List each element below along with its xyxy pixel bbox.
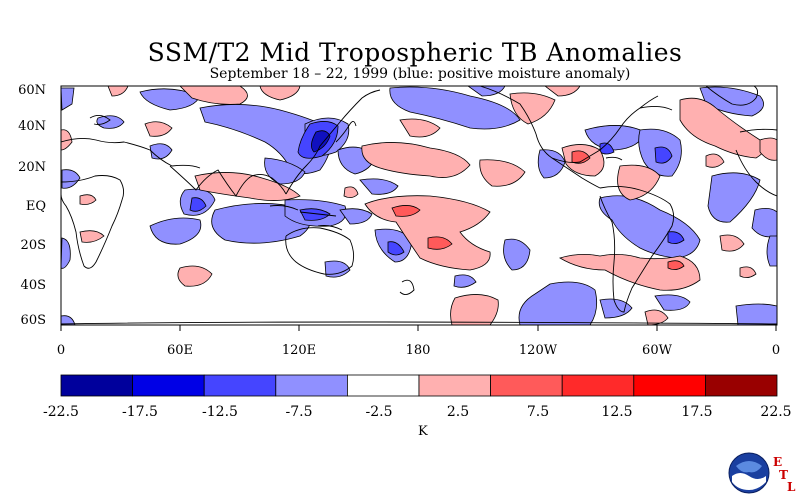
colorbar-swatch bbox=[561, 374, 635, 397]
lat-label-60n: 60N bbox=[18, 83, 46, 98]
etl-letter-l: L bbox=[787, 480, 796, 494]
lon-label-0-east: 0 bbox=[771, 343, 781, 358]
colorbar-label-3: -7.5 bbox=[285, 404, 313, 420]
lon-label-120e: 120E bbox=[281, 343, 317, 358]
colorbar-swatch bbox=[132, 374, 205, 397]
lat-label-40s: 40S bbox=[20, 278, 46, 293]
colorbar-label-4: -2.5 bbox=[365, 404, 393, 420]
colorbar-swatch bbox=[203, 374, 277, 397]
lon-label-60e: 60E bbox=[166, 343, 194, 358]
colorbar-swatch bbox=[705, 374, 778, 397]
lat-label-20n: 20N bbox=[18, 160, 46, 175]
lat-label-40n: 40N bbox=[18, 119, 46, 134]
strong-negative-moisture-regions bbox=[391, 150, 685, 270]
lat-label-60s: 60S bbox=[20, 313, 46, 328]
colorbar-label-6: 7.5 bbox=[526, 404, 550, 420]
noaa-logo bbox=[728, 452, 770, 494]
lon-label-0: 0 bbox=[56, 343, 66, 358]
coastlines bbox=[61, 86, 777, 325]
colorbar-swatch bbox=[346, 374, 420, 397]
colorbar-swatch bbox=[418, 374, 491, 397]
strong-positive-moisture-regions bbox=[189, 121, 685, 256]
colorbar-label-1: -17.5 bbox=[122, 404, 158, 420]
anomaly-map bbox=[61, 86, 777, 325]
colorbar-label-2: -12.5 bbox=[202, 404, 238, 420]
lat-label-eq: EQ bbox=[25, 199, 46, 214]
colorbar-swatch bbox=[60, 374, 133, 397]
axis-ticks bbox=[60, 325, 777, 331]
map-frame bbox=[60, 85, 778, 326]
colorbar bbox=[60, 374, 778, 397]
very-strong-positive-moisture-regions bbox=[311, 130, 331, 153]
etl-letter-t: T bbox=[779, 468, 788, 482]
colorbar-swatch bbox=[490, 374, 563, 397]
colorbar-label-5: 2.5 bbox=[446, 404, 470, 420]
colorbar-label-0: -22.5 bbox=[43, 404, 79, 420]
lon-label-120w: 120W bbox=[518, 343, 558, 358]
etl-letter-e: E bbox=[773, 455, 783, 469]
colorbar-label-7: 12.5 bbox=[601, 404, 633, 420]
colorbar-label-9: 22.5 bbox=[760, 404, 792, 420]
lon-label-60w: 60W bbox=[642, 343, 672, 358]
map-title: SSM/T2 Mid Tropospheric TB Anomalies bbox=[147, 38, 683, 67]
lon-label-180: 180 bbox=[405, 343, 431, 358]
colorbar-swatch bbox=[633, 374, 706, 397]
colorbar-label-8: 17.5 bbox=[681, 404, 713, 420]
lat-label-20s: 20S bbox=[20, 238, 46, 253]
colorbar-unit: K bbox=[418, 424, 428, 439]
colorbar-swatch bbox=[275, 374, 348, 397]
map-subtitle: September 18 – 22, 1999 (blue: positive … bbox=[209, 66, 631, 82]
